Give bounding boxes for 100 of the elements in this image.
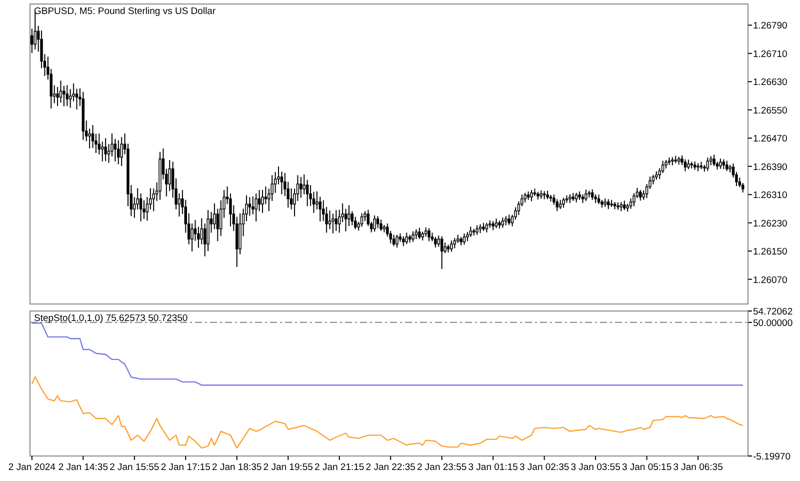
candlestick (213, 202, 216, 230)
x-tick-label: 3 Jan 05:15 (622, 462, 672, 473)
y-tick-label: 1.26790 (753, 20, 788, 32)
candlestick (450, 240, 453, 252)
candlestick (530, 190, 533, 202)
candlestick (453, 238, 456, 249)
line-series (31, 322, 744, 386)
y-tick-label: 1.26230 (753, 218, 788, 230)
candlestick (392, 234, 396, 247)
candlestick (597, 194, 600, 205)
candlestick (494, 218, 498, 229)
candlestick (258, 190, 261, 212)
x-tick-label: 3 Jan 06:35 (673, 462, 723, 473)
candlestick (402, 236, 405, 247)
candlestick (607, 198, 610, 210)
candlestick (556, 198, 558, 212)
candlestick (508, 214, 510, 226)
candlestick (706, 157, 710, 172)
candlestick (469, 226, 472, 238)
candlestick (348, 204, 350, 226)
candlestick (620, 202, 623, 212)
candlestick (444, 242, 446, 254)
x-tick-label: 2 Jan 22:35 (366, 462, 416, 473)
candlestick (302, 174, 306, 195)
candlestick (316, 190, 318, 210)
candlestick (414, 228, 418, 240)
candlestick (264, 186, 268, 205)
candlestick (524, 192, 526, 203)
candlestick (712, 154, 716, 166)
x-tick-label: 2 Jan 21:15 (314, 462, 364, 473)
candlestick (248, 196, 252, 216)
candlestick (101, 141, 104, 162)
y-tick-label: 1.26630 (753, 77, 788, 88)
line-series (31, 376, 744, 449)
candlestick (334, 210, 338, 232)
x-tick-label: 2 Jan 2024 (8, 462, 56, 473)
candlestick (504, 216, 508, 226)
chart-title: StepSto(1.0,1.0) 75.62573 50.72350 (34, 313, 188, 324)
candlestick (396, 234, 398, 248)
y-tick-label: 54.72062 (753, 306, 793, 318)
x-tick-label: 2 Jan 19:55 (263, 462, 313, 473)
chart-title: GBPUSD, M5: Pound Sterling vs US Dollar (34, 6, 216, 17)
x-tick-label: 3 Jan 01:15 (468, 462, 518, 473)
candlestick (440, 236, 444, 270)
candlestick (424, 226, 428, 238)
candlestick (360, 212, 364, 228)
candlestick (190, 223, 194, 252)
x-tick-label: 3 Jan 02:35 (519, 462, 570, 473)
candlestick (373, 214, 376, 232)
y-tick-label: 1.26390 (753, 162, 788, 173)
candlestick (726, 160, 728, 172)
y-tick-label: 1.26070 (753, 274, 788, 286)
candlestick (591, 188, 594, 200)
candlestick (428, 228, 430, 242)
candlestick (380, 219, 382, 232)
y-tick-label: 50.00000 (753, 318, 793, 329)
candlestick (328, 210, 332, 230)
candlestick (59, 80, 62, 103)
y-tick-label: 1.26470 (753, 134, 788, 145)
candlestick (485, 222, 488, 233)
x-tick-label: 2 Jan 14:35 (58, 462, 108, 473)
candlestick (584, 189, 588, 202)
candlestick (437, 235, 440, 248)
candlestick (623, 200, 626, 211)
candlestick (300, 176, 302, 198)
candlestick (687, 159, 690, 170)
candlestick (88, 128, 91, 149)
candlestick (652, 174, 655, 185)
candlestick (719, 158, 722, 170)
candlestick (56, 86, 59, 106)
candlestick (34, 12, 36, 50)
candlestick (722, 158, 726, 170)
x-tick-label: 2 Jan 17:15 (160, 462, 210, 473)
candlestick (418, 227, 421, 240)
y-tick-label: 1.26710 (753, 48, 788, 60)
x-tick-label: 2 Jan 23:55 (417, 462, 467, 473)
y-tick-label: 1.26310 (753, 190, 788, 202)
candlestick (104, 138, 107, 162)
candlestick (558, 199, 562, 210)
candlestick (30, 28, 34, 54)
candlestick (684, 158, 687, 172)
candlestick (252, 196, 254, 215)
candlestick (376, 216, 380, 229)
y-tick-label: 1.26550 (753, 105, 788, 116)
candlestick (562, 197, 565, 208)
candlestick (476, 224, 478, 236)
candlestick (434, 236, 437, 248)
candlestick (639, 190, 642, 202)
candlestick (261, 190, 264, 214)
candlestick (62, 85, 66, 107)
x-tick-label: 2 Jan 18:35 (212, 462, 262, 473)
candlestick (492, 220, 494, 231)
candlestick (114, 138, 117, 162)
candlestick (332, 213, 334, 234)
candlestick (405, 232, 408, 244)
candlestick (120, 136, 123, 166)
y-tick-label: 1.26150 (753, 246, 788, 258)
x-tick-label: 2 Jan 15:55 (110, 462, 160, 473)
x-tick-label: 3 Jan 03:55 (570, 462, 620, 473)
candlestick (412, 230, 414, 242)
